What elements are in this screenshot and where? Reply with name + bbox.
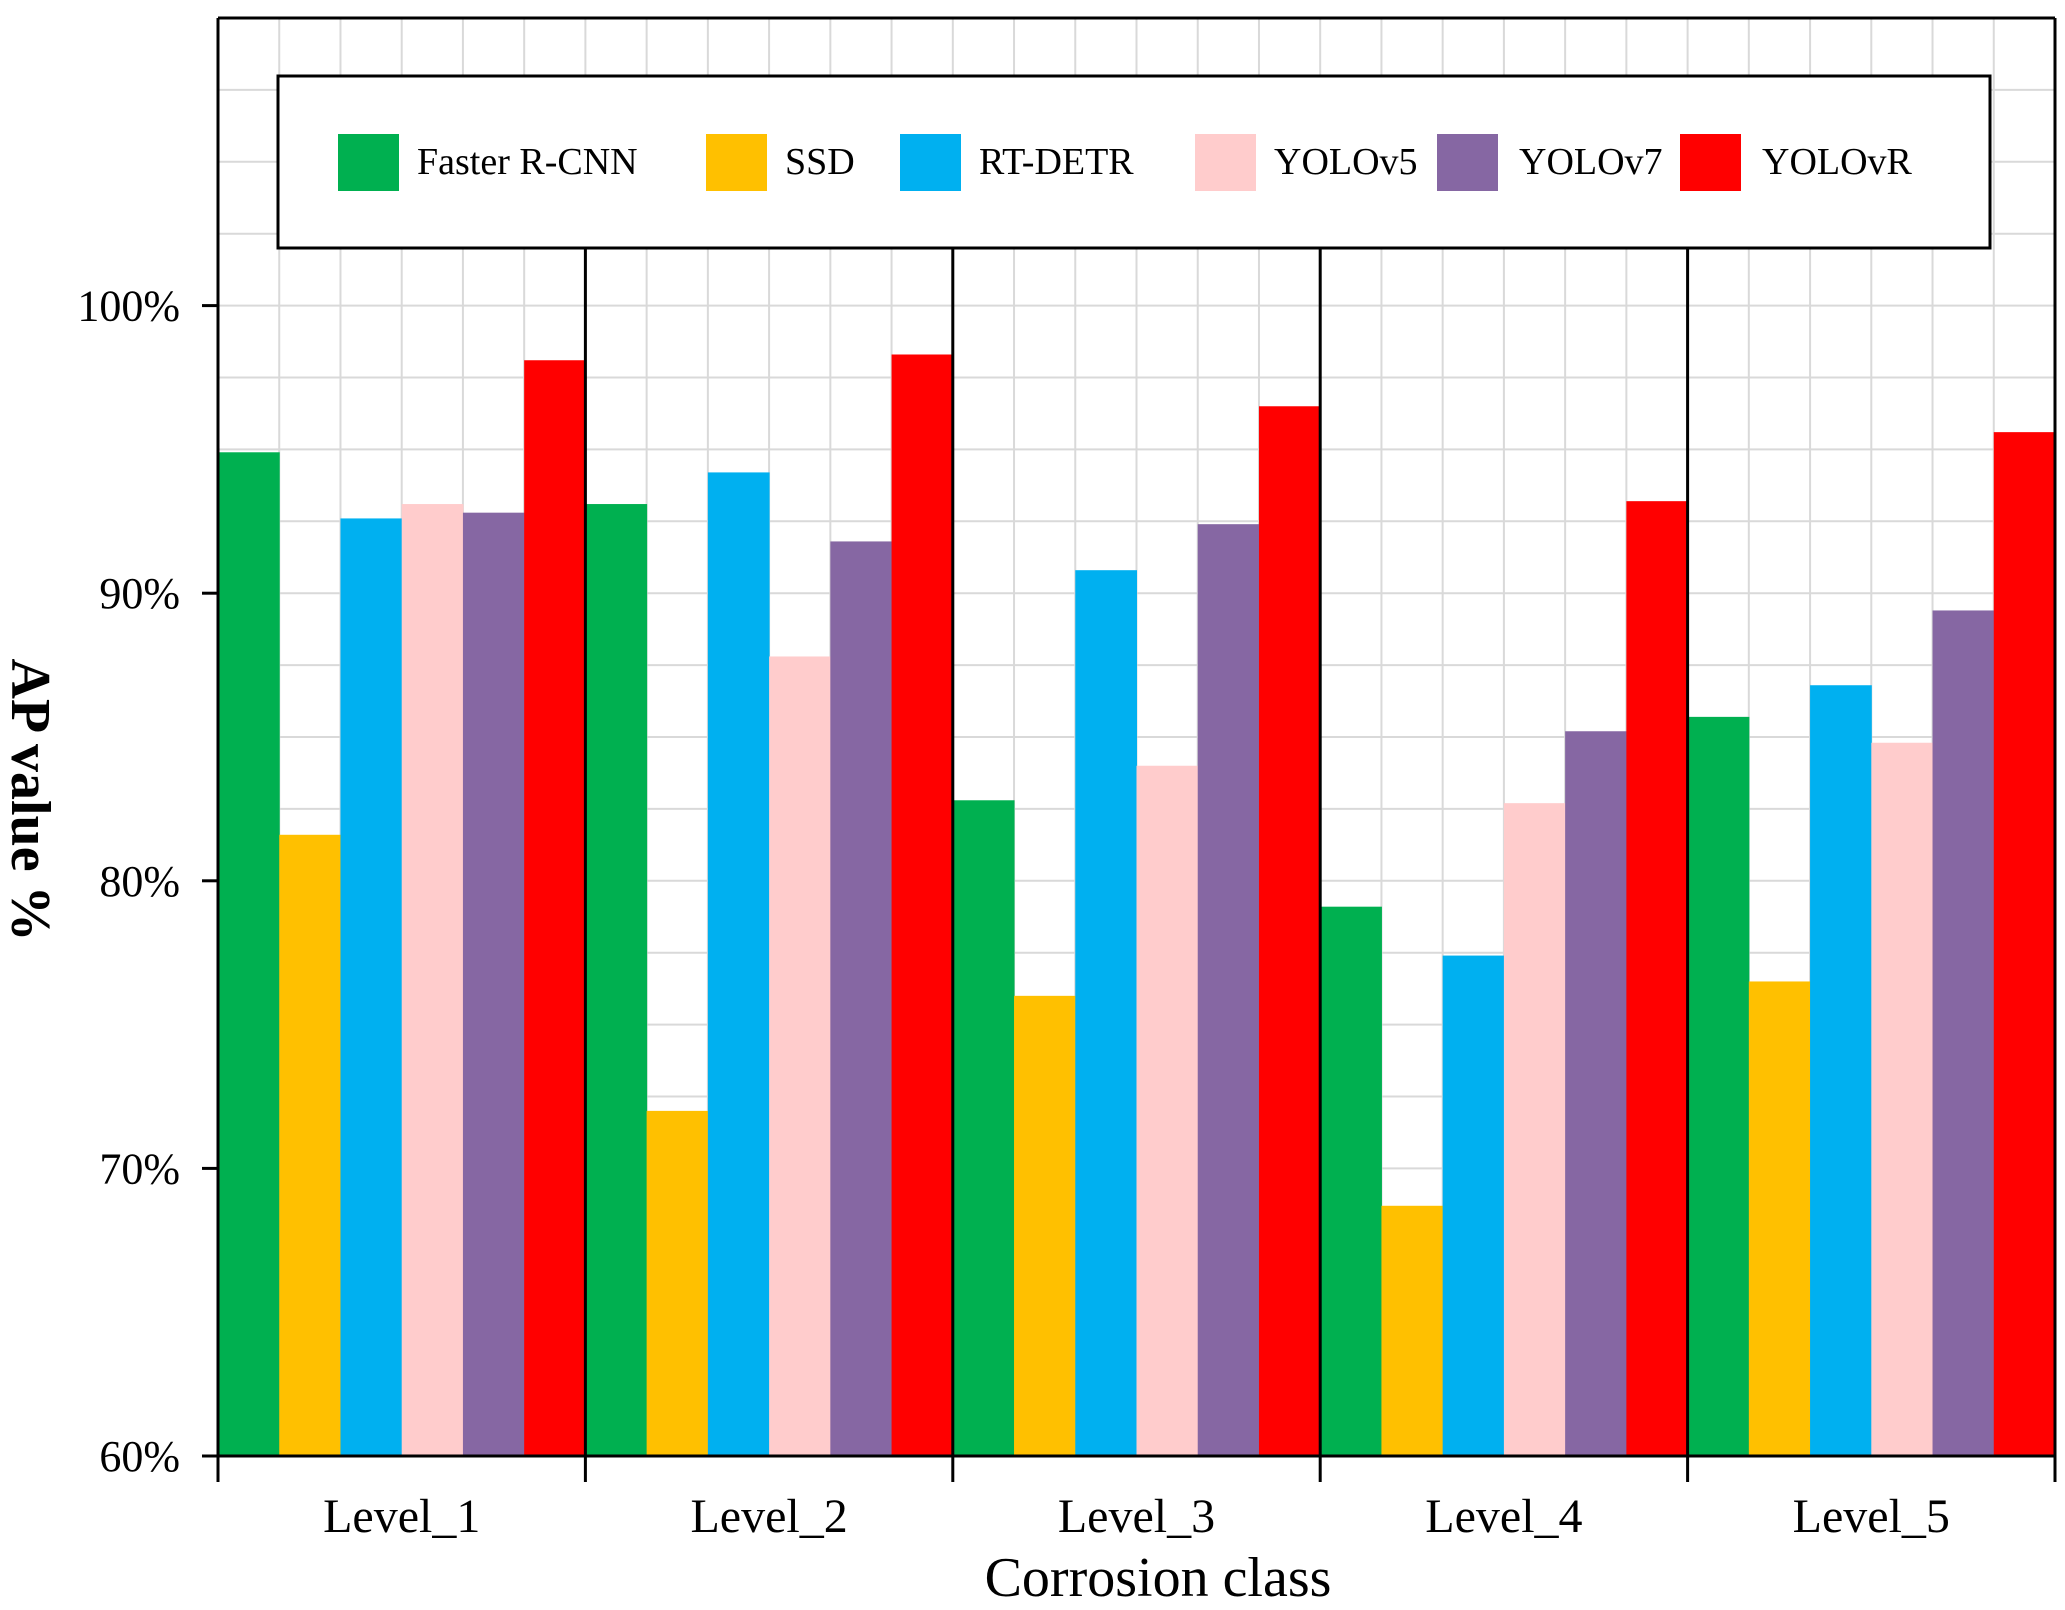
legend-label: RT-DETR bbox=[979, 141, 1134, 183]
bar-level-3-ssd bbox=[1014, 995, 1076, 1456]
bar-level-4-yolov7 bbox=[1565, 731, 1627, 1456]
bar-level-3-yolov5 bbox=[1136, 765, 1199, 1456]
bar-level-1-rt-detr bbox=[340, 518, 403, 1456]
x-tick-label: Level_5 bbox=[1793, 1490, 1950, 1543]
legend-label: SSD bbox=[785, 141, 855, 183]
legend-label: YOLOv7 bbox=[1519, 141, 1663, 183]
x-axis-title: Corrosion class bbox=[985, 1547, 1332, 1609]
bar-level-5-yolov5 bbox=[1871, 742, 1934, 1456]
bar-level-5-ssd bbox=[1748, 981, 1811, 1456]
bar-level-5-yolovr bbox=[1993, 432, 2056, 1456]
bar-level-1-yolovr bbox=[524, 360, 586, 1456]
bars bbox=[218, 354, 2056, 1457]
bar-level-2-yolov5 bbox=[769, 656, 831, 1456]
y-tick-label: 60% bbox=[99, 1432, 180, 1481]
legend-swatch-yolov5 bbox=[1195, 134, 1256, 191]
legend-swatch-faster-r-cnn bbox=[338, 134, 399, 191]
bar-level-3-faster-r-cnn bbox=[952, 800, 1015, 1456]
legend-swatch-yolovr bbox=[1680, 134, 1741, 191]
bar-level-4-ssd bbox=[1381, 1205, 1444, 1456]
bar-level-2-ssd bbox=[646, 1110, 709, 1456]
bar-level-1-yolov5 bbox=[401, 504, 464, 1456]
bar-level-2-yolovr bbox=[891, 354, 954, 1457]
legend-swatch-yolov7 bbox=[1437, 134, 1498, 191]
bar-level-5-faster-r-cnn bbox=[1687, 716, 1750, 1456]
bar-level-4-rt-detr bbox=[1442, 955, 1505, 1456]
bar-level-2-rt-detr bbox=[707, 472, 770, 1457]
bar-level-1-ssd bbox=[279, 834, 341, 1456]
x-tick-label: Level_4 bbox=[1425, 1490, 1582, 1543]
legend-label: YOLOvR bbox=[1762, 141, 1913, 183]
bar-level-4-faster-r-cnn bbox=[1320, 906, 1382, 1456]
legend-label: YOLOv5 bbox=[1274, 141, 1418, 183]
bar-level-4-yolov5 bbox=[1503, 803, 1566, 1456]
legend-swatch-rt-detr bbox=[900, 134, 961, 191]
y-tick-label: 70% bbox=[99, 1144, 180, 1193]
x-tick-label: Level_3 bbox=[1058, 1490, 1215, 1543]
y-axis-title: AP value % bbox=[0, 658, 61, 941]
legend: Faster R-CNN SSD RT-DETR YOLOv5 YOLOv7 YOLOvR bbox=[276, 74, 1992, 250]
y-tick-label: 100% bbox=[77, 282, 180, 331]
x-tick-label: Level_2 bbox=[690, 1490, 847, 1543]
bar-level-3-rt-detr bbox=[1075, 570, 1137, 1456]
bar-level-1-yolov7 bbox=[462, 512, 525, 1456]
legend-swatch-ssd bbox=[706, 134, 767, 191]
axes: 60% 70% 80% 90% 100% Level_1 Level_2 Level_3 Lev… bbox=[77, 16, 2057, 1543]
bar-level-5-yolov7 bbox=[1932, 610, 1995, 1456]
bar-level-3-yolovr bbox=[1258, 406, 1321, 1456]
y-tick-label: 80% bbox=[99, 857, 180, 906]
x-tick-label: Level_1 bbox=[323, 1490, 480, 1543]
legend-label: Faster R-CNN bbox=[417, 141, 638, 183]
bar-level-2-yolov7 bbox=[830, 541, 893, 1456]
bar-level-3-yolov7 bbox=[1197, 524, 1260, 1456]
bar-level-1-faster-r-cnn bbox=[218, 452, 280, 1456]
bar-level-5-rt-detr bbox=[1810, 685, 1872, 1456]
bar-level-4-yolovr bbox=[1626, 501, 1689, 1457]
y-tick-label: 90% bbox=[99, 569, 180, 618]
bar-level-2-faster-r-cnn bbox=[585, 504, 648, 1456]
